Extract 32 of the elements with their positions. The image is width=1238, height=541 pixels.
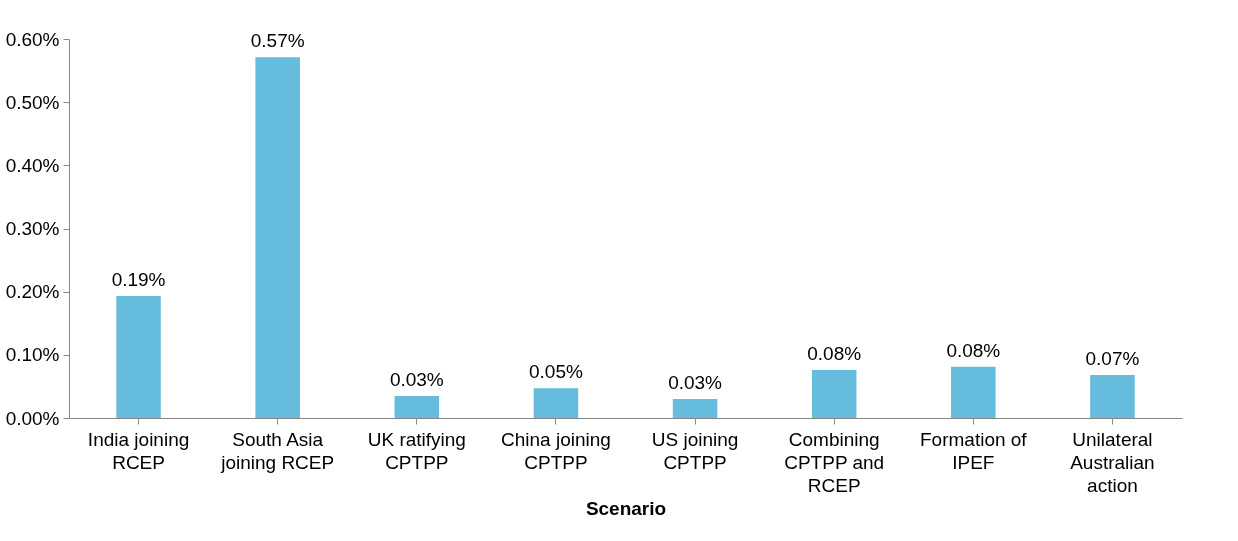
x-tick-label: Formation of IPEF bbox=[919, 428, 1028, 473]
data-label: 0.07% bbox=[1085, 348, 1140, 370]
y-tick-label: 0.30% bbox=[5, 218, 60, 239]
data-label: 0.08% bbox=[946, 339, 1001, 361]
y-tick-label: 0.40% bbox=[5, 154, 60, 176]
x-tick-label: India joining RCEP bbox=[87, 428, 190, 473]
x-tick-label: South Asia joining RCEP bbox=[220, 428, 335, 473]
x-tick-label: UK ratifying CPTPP bbox=[367, 428, 466, 473]
data-label: 0.05% bbox=[529, 361, 583, 383]
x-tick-label: China joining CPTPP bbox=[501, 428, 611, 473]
data-label: 0.08% bbox=[807, 342, 862, 364]
bar bbox=[533, 388, 579, 418]
x-tick-label: US joining CPTPP bbox=[651, 428, 739, 473]
bar bbox=[811, 369, 857, 418]
data-label: 0.03% bbox=[389, 368, 444, 390]
y-tick-label: 0.50% bbox=[5, 91, 60, 113]
y-tick-label: 0.00% bbox=[5, 407, 60, 429]
data-label: 0.19% bbox=[111, 269, 166, 291]
bar bbox=[1090, 375, 1135, 418]
bar bbox=[394, 395, 440, 418]
x-axis-title: Scenario bbox=[585, 497, 667, 519]
data-label: 0.57% bbox=[250, 30, 305, 52]
bar bbox=[951, 366, 996, 418]
data-label: 0.03% bbox=[668, 372, 723, 394]
x-tick-label: Combining CPTPP and RCEP bbox=[784, 428, 885, 496]
y-tick-label: 0.10% bbox=[5, 344, 60, 366]
bar bbox=[672, 399, 718, 418]
y-tick-label: 0.60% bbox=[5, 28, 60, 50]
y-tick-label: 0.20% bbox=[5, 281, 60, 303]
x-tick-label: Unilateral Australian action bbox=[1070, 428, 1155, 496]
bar bbox=[116, 296, 161, 418]
bar bbox=[255, 57, 300, 418]
